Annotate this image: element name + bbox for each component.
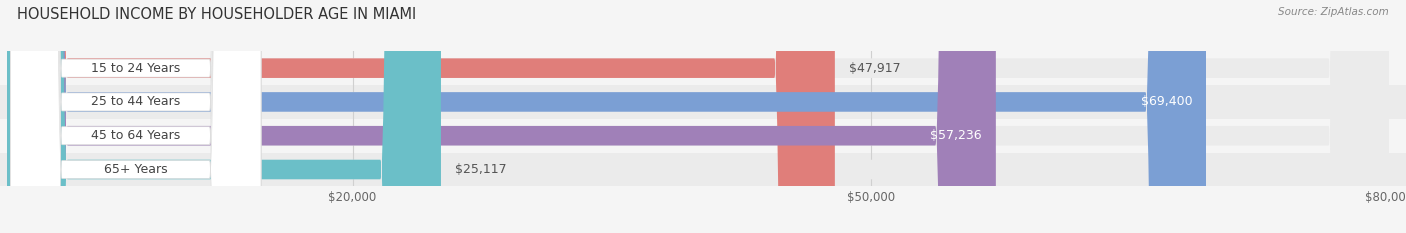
FancyBboxPatch shape	[7, 0, 1389, 233]
FancyBboxPatch shape	[0, 85, 1406, 119]
FancyBboxPatch shape	[7, 0, 835, 233]
FancyBboxPatch shape	[7, 0, 1389, 233]
FancyBboxPatch shape	[7, 0, 1206, 233]
FancyBboxPatch shape	[7, 0, 1389, 233]
Text: HOUSEHOLD INCOME BY HOUSEHOLDER AGE IN MIAMI: HOUSEHOLD INCOME BY HOUSEHOLDER AGE IN M…	[17, 7, 416, 22]
Text: $69,400: $69,400	[1140, 96, 1192, 108]
FancyBboxPatch shape	[7, 0, 441, 233]
Text: Source: ZipAtlas.com: Source: ZipAtlas.com	[1278, 7, 1389, 17]
Text: $57,236: $57,236	[931, 129, 981, 142]
Text: 65+ Years: 65+ Years	[104, 163, 167, 176]
Text: $25,117: $25,117	[454, 163, 506, 176]
Text: 45 to 64 Years: 45 to 64 Years	[91, 129, 180, 142]
FancyBboxPatch shape	[10, 0, 262, 233]
Text: 15 to 24 Years: 15 to 24 Years	[91, 62, 180, 75]
FancyBboxPatch shape	[0, 153, 1406, 186]
FancyBboxPatch shape	[10, 0, 262, 233]
FancyBboxPatch shape	[0, 51, 1406, 85]
Text: $47,917: $47,917	[849, 62, 900, 75]
FancyBboxPatch shape	[10, 0, 262, 233]
FancyBboxPatch shape	[7, 0, 995, 233]
Text: 25 to 44 Years: 25 to 44 Years	[91, 96, 180, 108]
FancyBboxPatch shape	[7, 0, 1389, 233]
FancyBboxPatch shape	[10, 0, 262, 233]
FancyBboxPatch shape	[0, 119, 1406, 153]
